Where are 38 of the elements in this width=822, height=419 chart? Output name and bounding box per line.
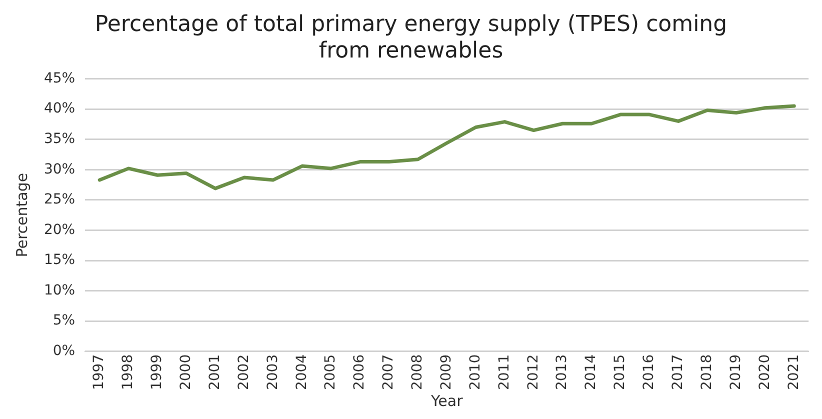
- y-tick-label: 45%: [44, 70, 76, 86]
- x-tick-label: 2003: [264, 354, 281, 390]
- x-tick-label: 2010: [467, 354, 484, 390]
- y-tick-label: 40%: [44, 100, 76, 117]
- x-tick-label: 2008: [410, 354, 426, 390]
- x-tick-label: 2005: [322, 354, 339, 390]
- x-tick-label: 2014: [583, 354, 600, 390]
- y-tick-label: 10%: [44, 282, 76, 298]
- y-tick-label: 25%: [44, 192, 76, 208]
- x-tick-label: 1997: [91, 354, 108, 390]
- y-tick-label: 20%: [44, 222, 76, 238]
- x-tick-label: 2015: [612, 354, 628, 390]
- x-tick-label: 2002: [236, 354, 252, 390]
- x-tick-label: 2004: [294, 354, 310, 390]
- x-tick-label: 2020: [756, 354, 773, 390]
- x-tick-label: 2021: [786, 354, 802, 390]
- x-tick-label: 2007: [380, 354, 397, 390]
- x-tick-label: 2018: [698, 354, 715, 390]
- y-tick-label: 15%: [44, 252, 76, 268]
- y-tick-label: 35%: [44, 131, 76, 148]
- x-tick-label: 1999: [149, 354, 166, 390]
- x-tick-label: 2016: [641, 354, 658, 390]
- y-tick-label: 30%: [44, 161, 76, 178]
- y-tick-label: 5%: [52, 312, 76, 329]
- x-tick-label: 2009: [438, 354, 454, 390]
- x-tick-label: 2001: [206, 354, 223, 390]
- x-axis-title: Year: [430, 392, 464, 410]
- y-axis-title: Percentage: [12, 172, 31, 258]
- x-tick-label: 1998: [120, 354, 136, 390]
- x-tick-label: 2019: [728, 354, 744, 390]
- x-tick-label: 2013: [554, 354, 570, 390]
- x-tick-label: 2011: [496, 354, 512, 390]
- y-tick-label: 0%: [52, 343, 76, 360]
- x-tick-label: 2012: [525, 354, 542, 390]
- x-tick-label: 2017: [670, 354, 686, 390]
- x-tick-label: 2006: [352, 354, 368, 390]
- chart-title: Percentage of total primary energy supply (TPES) coming from renewables: [94, 12, 728, 64]
- x-tick-label: 2000: [178, 354, 194, 390]
